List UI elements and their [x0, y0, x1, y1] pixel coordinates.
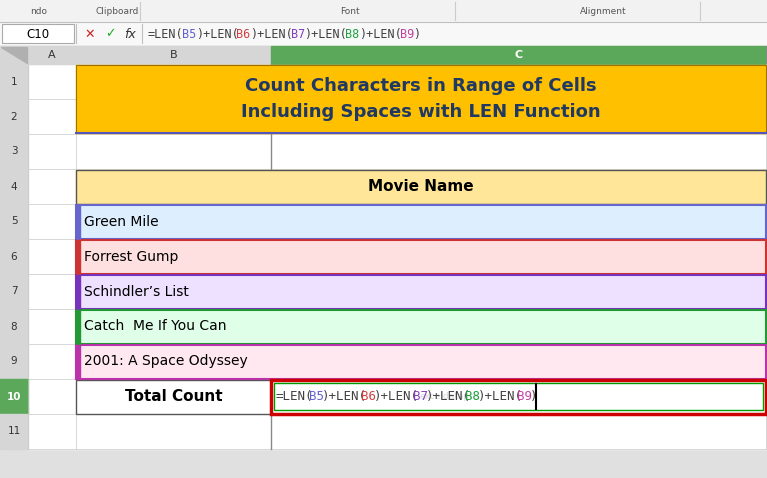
Bar	[76, 205, 80, 239]
Bar	[2, 24, 74, 43]
Text: =LEN(: =LEN(	[148, 28, 183, 41]
Bar	[0, 22, 767, 46]
Text: 3: 3	[11, 146, 18, 156]
Text: 1: 1	[11, 76, 18, 87]
Text: B6: B6	[360, 390, 376, 403]
Text: )+LEN(: )+LEN(	[196, 28, 239, 41]
Bar	[76, 275, 766, 309]
Bar	[76, 345, 80, 379]
Text: Count Characters in Range of Cells
Including Spaces with LEN Function: Count Characters in Range of Cells Inclu…	[241, 77, 601, 121]
Bar	[271, 46, 767, 64]
Text: ): )	[529, 390, 537, 403]
Bar	[76, 65, 766, 133]
Bar	[0, 46, 28, 64]
Text: B8: B8	[345, 28, 360, 41]
Text: fx: fx	[124, 28, 136, 41]
Text: 2: 2	[11, 111, 18, 121]
Text: A: A	[48, 50, 56, 60]
Text: ✕: ✕	[84, 28, 95, 41]
Text: B7: B7	[291, 28, 305, 41]
Bar	[76, 310, 766, 344]
Bar	[0, 46, 767, 64]
Text: 10: 10	[7, 391, 21, 402]
Bar	[0, 0, 767, 22]
Text: 6: 6	[11, 251, 18, 261]
Bar	[0, 99, 28, 134]
Text: Alignment: Alignment	[580, 7, 627, 15]
Text: )+LEN(: )+LEN(	[359, 28, 402, 41]
Text: )+LEN(: )+LEN(	[321, 390, 367, 403]
Text: ): )	[413, 28, 420, 41]
Bar	[76, 240, 766, 274]
Text: 5: 5	[11, 217, 18, 227]
Bar	[76, 170, 766, 204]
Bar	[76, 380, 271, 414]
Text: Movie Name: Movie Name	[368, 179, 474, 194]
Text: exceldatapro: exceldatapro	[420, 392, 479, 401]
Text: 4: 4	[11, 182, 18, 192]
Text: B6: B6	[236, 28, 251, 41]
Text: B7: B7	[413, 390, 427, 403]
Bar	[271, 380, 766, 414]
Text: Schindler’s List: Schindler’s List	[84, 284, 189, 298]
Bar	[76, 345, 766, 379]
Bar	[0, 344, 28, 379]
Bar	[76, 46, 271, 64]
Bar	[76, 275, 80, 309]
Bar	[0, 64, 28, 99]
Bar	[0, 414, 28, 449]
Bar	[76, 205, 766, 239]
Text: B8: B8	[465, 390, 479, 403]
Text: C10: C10	[26, 28, 50, 41]
Text: )+LEN(: )+LEN(	[304, 28, 347, 41]
Text: ndo: ndo	[30, 7, 47, 15]
Bar	[76, 275, 766, 309]
Text: B5: B5	[308, 390, 324, 403]
Text: 11: 11	[8, 426, 21, 436]
Text: )+LEN(: )+LEN(	[426, 390, 470, 403]
Bar	[76, 310, 80, 344]
Text: 8: 8	[11, 322, 18, 332]
Text: Green Mile: Green Mile	[84, 215, 159, 228]
Bar	[0, 239, 28, 274]
Bar	[76, 65, 766, 133]
Bar	[0, 274, 28, 309]
Text: )+LEN(: )+LEN(	[250, 28, 293, 41]
Bar	[0, 204, 28, 239]
Text: B9: B9	[516, 390, 532, 403]
Text: =LEN(: =LEN(	[276, 390, 314, 403]
Bar	[0, 309, 28, 344]
Text: 7: 7	[11, 286, 18, 296]
Bar	[0, 134, 28, 169]
Text: 9: 9	[11, 357, 18, 367]
Text: B5: B5	[182, 28, 196, 41]
Polygon shape	[1, 47, 27, 63]
Text: Forrest Gump: Forrest Gump	[84, 250, 179, 263]
Bar	[28, 64, 767, 449]
Text: C: C	[515, 50, 523, 60]
Bar	[0, 379, 28, 414]
Text: ✓: ✓	[105, 28, 115, 41]
Text: 2001: A Space Odyssey: 2001: A Space Odyssey	[84, 355, 248, 369]
Text: Total Count: Total Count	[125, 389, 222, 404]
Bar	[0, 169, 28, 204]
Bar	[76, 240, 766, 274]
Text: Catch  Me If You Can: Catch Me If You Can	[84, 319, 226, 334]
Bar	[28, 46, 76, 64]
Text: )+LEN(: )+LEN(	[478, 390, 522, 403]
Text: B9: B9	[400, 28, 414, 41]
Bar	[76, 205, 766, 239]
Bar	[274, 383, 763, 410]
Text: )+LEN(: )+LEN(	[374, 390, 419, 403]
Text: B: B	[170, 50, 177, 60]
Text: Clipboard: Clipboard	[95, 7, 138, 15]
Bar	[76, 170, 766, 204]
Bar	[76, 345, 766, 379]
Bar	[76, 240, 80, 274]
Bar	[76, 310, 766, 344]
Bar	[271, 380, 766, 414]
Text: Font: Font	[340, 7, 360, 15]
